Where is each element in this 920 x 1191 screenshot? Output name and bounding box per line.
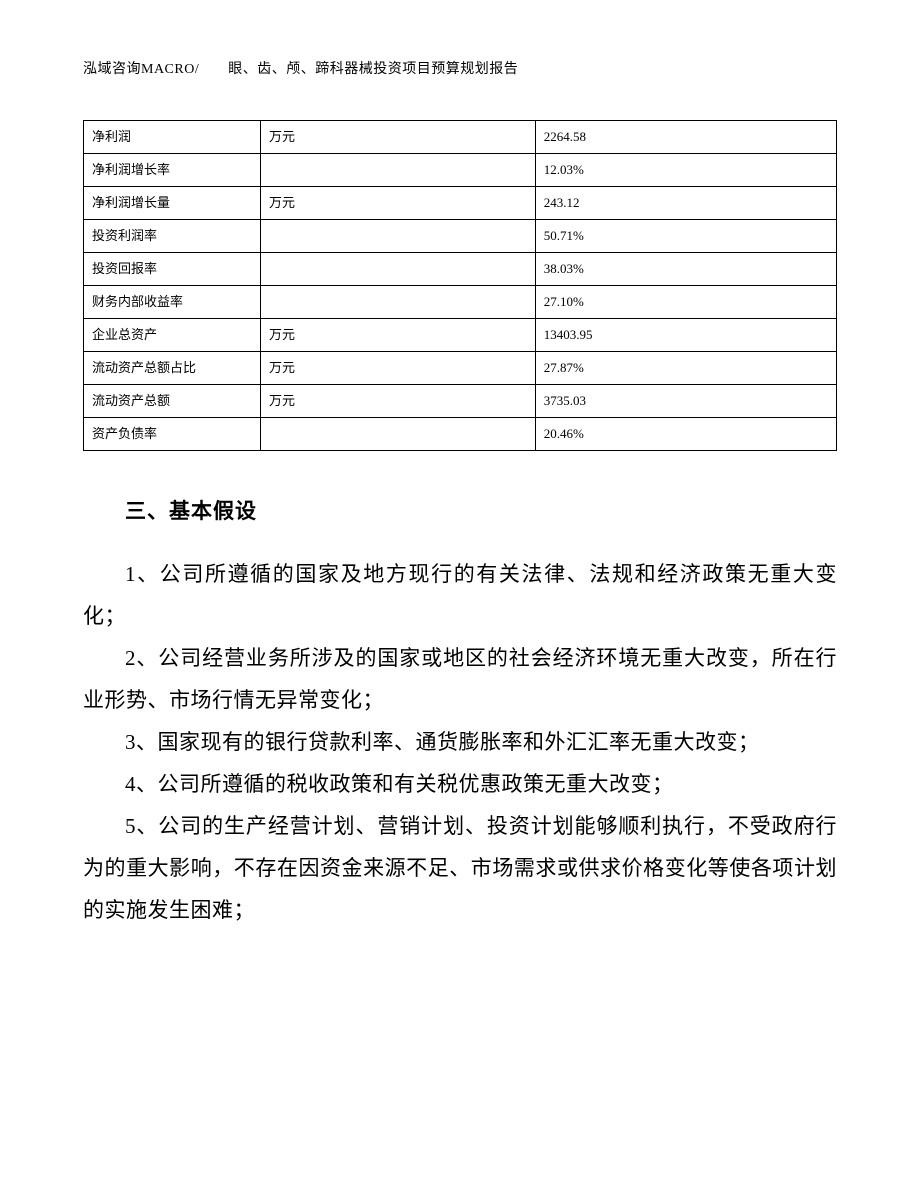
- cell-unit: 万元: [260, 121, 535, 154]
- page-header: 泓域咨询MACRO/ 眼、齿、颅、蹄科器械投资项目预算规划报告: [83, 58, 837, 78]
- cell-unit: 万元: [260, 187, 535, 220]
- cell-unit: [260, 418, 535, 451]
- cell-unit: [260, 220, 535, 253]
- paragraph: 2、公司经营业务所涉及的国家或地区的社会经济环境无重大改变，所在行业形势、市场行…: [83, 637, 837, 721]
- cell-label: 净利润增长率: [84, 154, 261, 187]
- table-row: 资产负债率 20.46%: [84, 418, 837, 451]
- cell-label: 流动资产总额: [84, 385, 261, 418]
- cell-label: 净利润增长量: [84, 187, 261, 220]
- cell-value: 27.10%: [535, 286, 836, 319]
- paragraph: 4、公司所遵循的税收政策和有关税优惠政策无重大改变；: [83, 763, 837, 805]
- cell-label: 投资回报率: [84, 253, 261, 286]
- cell-unit: [260, 253, 535, 286]
- cell-value: 38.03%: [535, 253, 836, 286]
- cell-label: 净利润: [84, 121, 261, 154]
- header-text: 泓域咨询MACRO/ 眼、齿、颅、蹄科器械投资项目预算规划报告: [83, 62, 518, 77]
- cell-value: 3735.03: [535, 385, 836, 418]
- table-row: 流动资产总额 万元 3735.03: [84, 385, 837, 418]
- table-row: 净利润增长率 12.03%: [84, 154, 837, 187]
- cell-label: 投资利润率: [84, 220, 261, 253]
- paragraph: 5、公司的生产经营计划、营销计划、投资计划能够顺利执行，不受政府行为的重大影响，…: [83, 805, 837, 931]
- cell-value: 2264.58: [535, 121, 836, 154]
- table-row: 流动资产总额占比 万元 27.87%: [84, 352, 837, 385]
- cell-unit: [260, 154, 535, 187]
- cell-value: 13403.95: [535, 319, 836, 352]
- cell-unit: 万元: [260, 385, 535, 418]
- cell-label: 财务内部收益率: [84, 286, 261, 319]
- body-text: 1、公司所遵循的国家及地方现行的有关法律、法规和经济政策无重大变化； 2、公司经…: [83, 553, 837, 931]
- table-row: 投资回报率 38.03%: [84, 253, 837, 286]
- cell-value: 243.12: [535, 187, 836, 220]
- table-row: 企业总资产 万元 13403.95: [84, 319, 837, 352]
- cell-label: 资产负债率: [84, 418, 261, 451]
- cell-value: 50.71%: [535, 220, 836, 253]
- cell-value: 20.46%: [535, 418, 836, 451]
- financial-table: 净利润 万元 2264.58 净利润增长率 12.03% 净利润增长量 万元 2…: [83, 120, 837, 451]
- table-row: 投资利润率 50.71%: [84, 220, 837, 253]
- table-row: 净利润 万元 2264.58: [84, 121, 837, 154]
- table-row: 净利润增长量 万元 243.12: [84, 187, 837, 220]
- document-page: 泓域咨询MACRO/ 眼、齿、颅、蹄科器械投资项目预算规划报告 净利润 万元 2…: [0, 0, 920, 1191]
- cell-unit: [260, 286, 535, 319]
- cell-value: 27.87%: [535, 352, 836, 385]
- cell-unit: 万元: [260, 352, 535, 385]
- cell-value: 12.03%: [535, 154, 836, 187]
- cell-label: 企业总资产: [84, 319, 261, 352]
- table-row: 财务内部收益率 27.10%: [84, 286, 837, 319]
- paragraph: 1、公司所遵循的国家及地方现行的有关法律、法规和经济政策无重大变化；: [83, 553, 837, 637]
- cell-label: 流动资产总额占比: [84, 352, 261, 385]
- section-heading: 三、基本假设: [125, 495, 837, 525]
- cell-unit: 万元: [260, 319, 535, 352]
- paragraph: 3、国家现有的银行贷款利率、通货膨胀率和外汇汇率无重大改变；: [83, 721, 837, 763]
